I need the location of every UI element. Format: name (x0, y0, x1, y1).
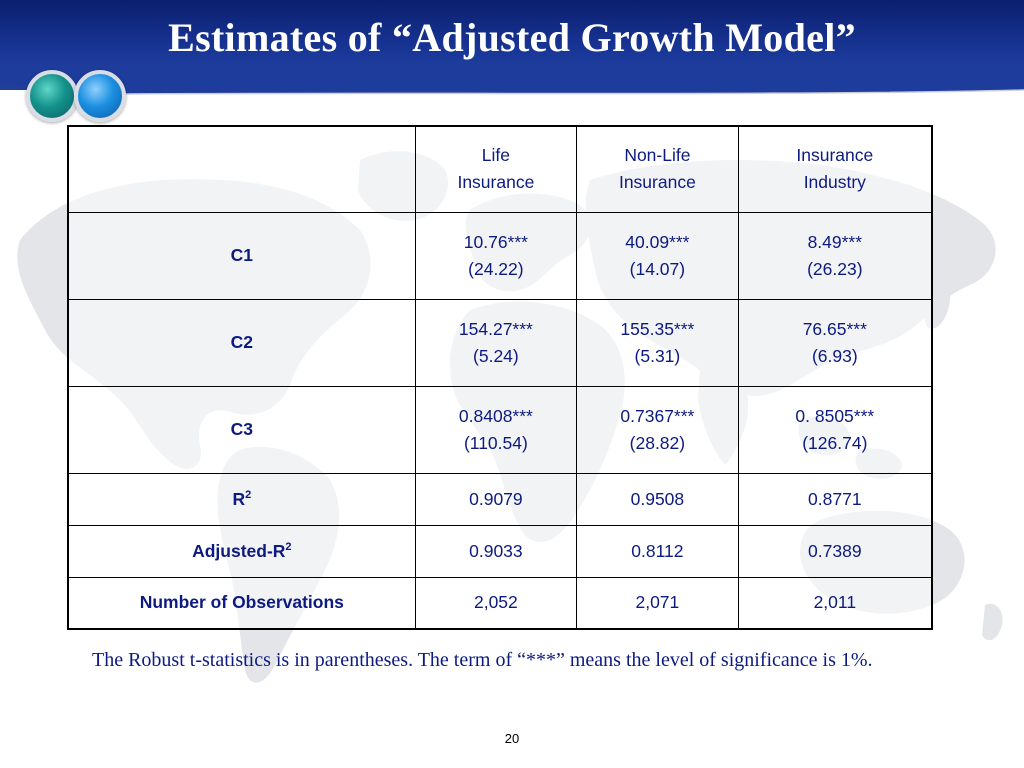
header-curve (0, 60, 1024, 95)
page-number: 20 (504, 731, 520, 746)
table-cell: 2,071 (576, 576, 739, 630)
table-cell: 0.8771 (737, 472, 933, 526)
column-header-line: Insurance (796, 145, 874, 166)
footnote: The Robust t-statistics is in parenthese… (92, 649, 873, 671)
table-row: C1 10.76*** (24.22) 40.09*** (14.07) 8.4… (67, 211, 933, 300)
estimate-value: 10.76*** (463, 231, 528, 252)
table-cell: 0.8408*** (110.54) (414, 385, 578, 474)
table-cell: 0.7389 (737, 524, 933, 578)
column-header-line: Insurance (618, 172, 696, 193)
estimate-value: 154.27*** (458, 318, 533, 339)
t-statistic: (28.82) (629, 432, 686, 453)
column-header-nonlife: Non-Life Insurance (576, 125, 739, 213)
t-statistic: (24.22) (468, 258, 524, 279)
column-header-line: Insurance (457, 172, 535, 193)
table-cell: 0.7367*** (28.82) (576, 385, 739, 474)
row-label: R2 (67, 472, 416, 526)
row-label-text: R (232, 488, 246, 509)
column-header-line: Life (481, 145, 510, 166)
estimate-value: 155.35*** (620, 318, 695, 339)
estimate-value: 0. 8505*** (795, 405, 875, 426)
estimate-value: 8.49*** (807, 231, 863, 252)
table-cell: 2,052 (414, 576, 578, 630)
column-header-line: Industry (803, 172, 866, 193)
table-cell: 0.9508 (576, 472, 739, 526)
table-row: Adjusted-R2 0.9033 0.8112 0.7389 (67, 524, 933, 578)
t-statistic: (5.31) (634, 345, 681, 366)
table-cell: 0.9079 (414, 472, 578, 526)
t-statistic: (110.54) (463, 432, 528, 453)
t-statistic: (26.23) (807, 258, 863, 279)
t-statistic: (5.24) (473, 345, 519, 366)
table-cell: 0.9033 (414, 524, 578, 578)
table-cell: 0. 8505*** (126.74) (737, 385, 933, 474)
slide-title: Estimates of “Adjusted Growth Model” (168, 15, 856, 60)
column-header-industry: Insurance Industry (737, 125, 933, 213)
t-statistic: (126.74) (802, 432, 868, 453)
estimate-value: 0.7367*** (620, 405, 695, 426)
row-label: C2 (67, 298, 416, 387)
column-header-life: Life Insurance (414, 125, 578, 213)
row-label: Adjusted-R2 (67, 524, 416, 578)
table-cell: 154.27*** (5.24) (414, 298, 578, 387)
t-statistic: (14.07) (629, 258, 686, 279)
column-header-line: Non-Life (624, 145, 691, 166)
table-cell: 10.76*** (24.22) (414, 211, 578, 300)
table-cell: 76.65*** (6.93) (737, 298, 933, 387)
estimate-value: 40.09*** (625, 231, 690, 252)
table-cell: 8.49*** (26.23) (737, 211, 933, 300)
row-label-superscript: 2 (245, 488, 252, 501)
row-label-text: Adjusted-R (192, 540, 286, 561)
table-row: C2 154.27*** (5.24) 155.35*** (5.31) 76.… (67, 298, 933, 387)
table-cell: 40.09*** (14.07) (576, 211, 739, 300)
table-header-row: Life Insurance Non-Life Insurance Insura… (67, 125, 933, 213)
teal-orb-icon (26, 70, 78, 122)
table-cell: 155.35*** (5.31) (576, 298, 739, 387)
table-row: C3 0.8408*** (110.54) 0.7367*** (28.82) … (67, 385, 933, 474)
estimate-value: 0.8408*** (458, 405, 533, 426)
blue-orb-icon (74, 70, 126, 122)
table-header-empty (67, 125, 416, 213)
t-statistic: (6.93) (811, 345, 858, 366)
table-row: Number of Observations 2,052 2,071 2,011 (67, 576, 933, 630)
row-label: C1 (67, 211, 416, 300)
table-cell: 0.8112 (576, 524, 739, 578)
row-label-superscript: 2 (285, 540, 292, 553)
table-row: R2 0.9079 0.9508 0.8771 (67, 472, 933, 526)
row-label: C3 (67, 385, 416, 474)
estimate-value: 76.65*** (802, 318, 867, 339)
estimates-table: Life Insurance Non-Life Insurance Insura… (67, 125, 933, 630)
table-cell: 2,011 (737, 576, 933, 630)
row-label: Number of Observations (67, 576, 416, 630)
